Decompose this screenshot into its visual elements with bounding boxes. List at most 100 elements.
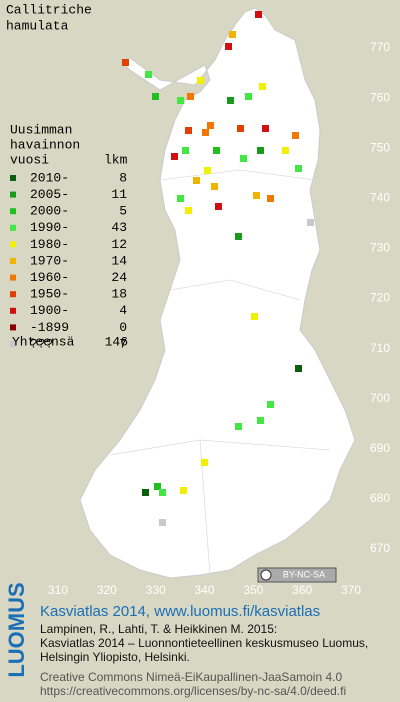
legend-swatch [10,208,16,215]
dot [215,203,222,210]
dot [282,147,289,154]
legend-header: lkm [104,152,128,167]
dot [229,31,236,38]
y-tick-label: 770 [370,40,390,54]
legend-count: 8 [119,170,127,185]
legend-swatch [10,224,16,231]
badge-box [257,567,337,583]
dot [204,167,211,174]
dot [253,192,260,199]
dot [245,93,252,100]
badge-text: BY-NC-SA [283,569,325,579]
dot [122,59,129,66]
legend-label: 1900- [30,303,69,318]
dot [295,165,302,172]
dot [307,219,314,226]
dot [240,155,247,162]
legend-swatch [10,191,16,198]
total-count: 146 [105,334,128,349]
dot [213,147,220,154]
dot [227,97,234,104]
dot [255,11,262,18]
title: hamulata [6,18,69,33]
y-tick-label: 680 [370,491,390,505]
legend-label: 1970- [30,253,69,268]
dot [267,401,274,408]
citation: Lampinen, R., Lahti, T. & Heikkinen M. 2… [40,622,277,636]
y-tick-label: 760 [370,90,390,104]
legend-label: 1960- [30,270,69,285]
dot [267,195,274,202]
dot [182,147,189,154]
dot [159,489,166,496]
dot [207,122,214,129]
dot [211,183,218,190]
dot [251,313,258,320]
dot [185,127,192,134]
dot [235,233,242,240]
legend-count: 12 [111,237,127,252]
dot [185,207,192,214]
legend-header: Uusimman [10,122,72,137]
y-tick-label: 710 [370,341,390,355]
legend-count: 7 [119,336,127,351]
legend-label: 2005- [30,187,69,202]
legend-count: 5 [119,204,127,219]
dot [259,83,266,90]
license-badge [257,567,337,583]
citation: Helsingin Yliopisto, Helsinki. [40,650,190,664]
legend-header: vuosi [10,152,49,167]
x-tick-label: 360 [292,583,312,597]
y-tick-label: 670 [370,541,390,555]
legend-count: 4 [119,303,127,318]
legend-swatch [10,341,16,347]
legend-count: 0 [119,320,127,335]
dot [235,423,242,430]
y-tick-label: 700 [370,391,390,405]
dot [202,129,209,136]
dot [145,71,152,78]
legend-label: -1899 [30,320,69,335]
legend-header: havainnon [10,137,80,152]
legend-swatch [10,274,16,281]
dot [193,177,200,184]
x-tick-label: 310 [48,583,68,597]
y-tick-label: 690 [370,441,390,455]
dot [257,417,264,424]
cc-icon [260,569,272,581]
dot [187,93,194,100]
y-tick-label: 720 [370,291,390,305]
title: Callitriche [6,2,92,17]
x-tick-label: 340 [194,583,214,597]
citation: Kasviatlas 2014 – Luonnontieteellinen ke… [40,636,368,650]
dot [197,77,204,84]
dot [180,487,187,494]
legend-count: 24 [111,270,127,285]
legend-count: 14 [111,253,127,268]
dot [225,43,232,50]
footer-heading: Kasviatlas 2014, www.luomus.fi/kasviatla… [40,603,320,620]
dot [142,489,149,496]
x-tick-label: 320 [97,583,117,597]
total-label: Yhteensä [12,334,75,349]
dot [262,125,269,132]
legend-label: 2010- [30,170,69,185]
x-tick-label: 350 [243,583,263,597]
dot [152,93,159,100]
legend-count: 18 [111,287,127,302]
x-tick-label: 330 [146,583,166,597]
dot [237,125,244,132]
dot [295,365,302,372]
y-tick-label: 740 [370,190,390,204]
dot [257,147,264,154]
legend-label: 1950- [30,287,69,302]
logo: LUOMUS [4,582,29,677]
y-tick-label: 750 [370,140,390,154]
legend-swatch [10,175,16,181]
legend-swatch [10,307,16,314]
legend-label: 1990- [30,220,69,235]
dot [177,195,184,202]
legend-swatch [10,324,16,331]
legend-label: 2000- [30,204,69,219]
